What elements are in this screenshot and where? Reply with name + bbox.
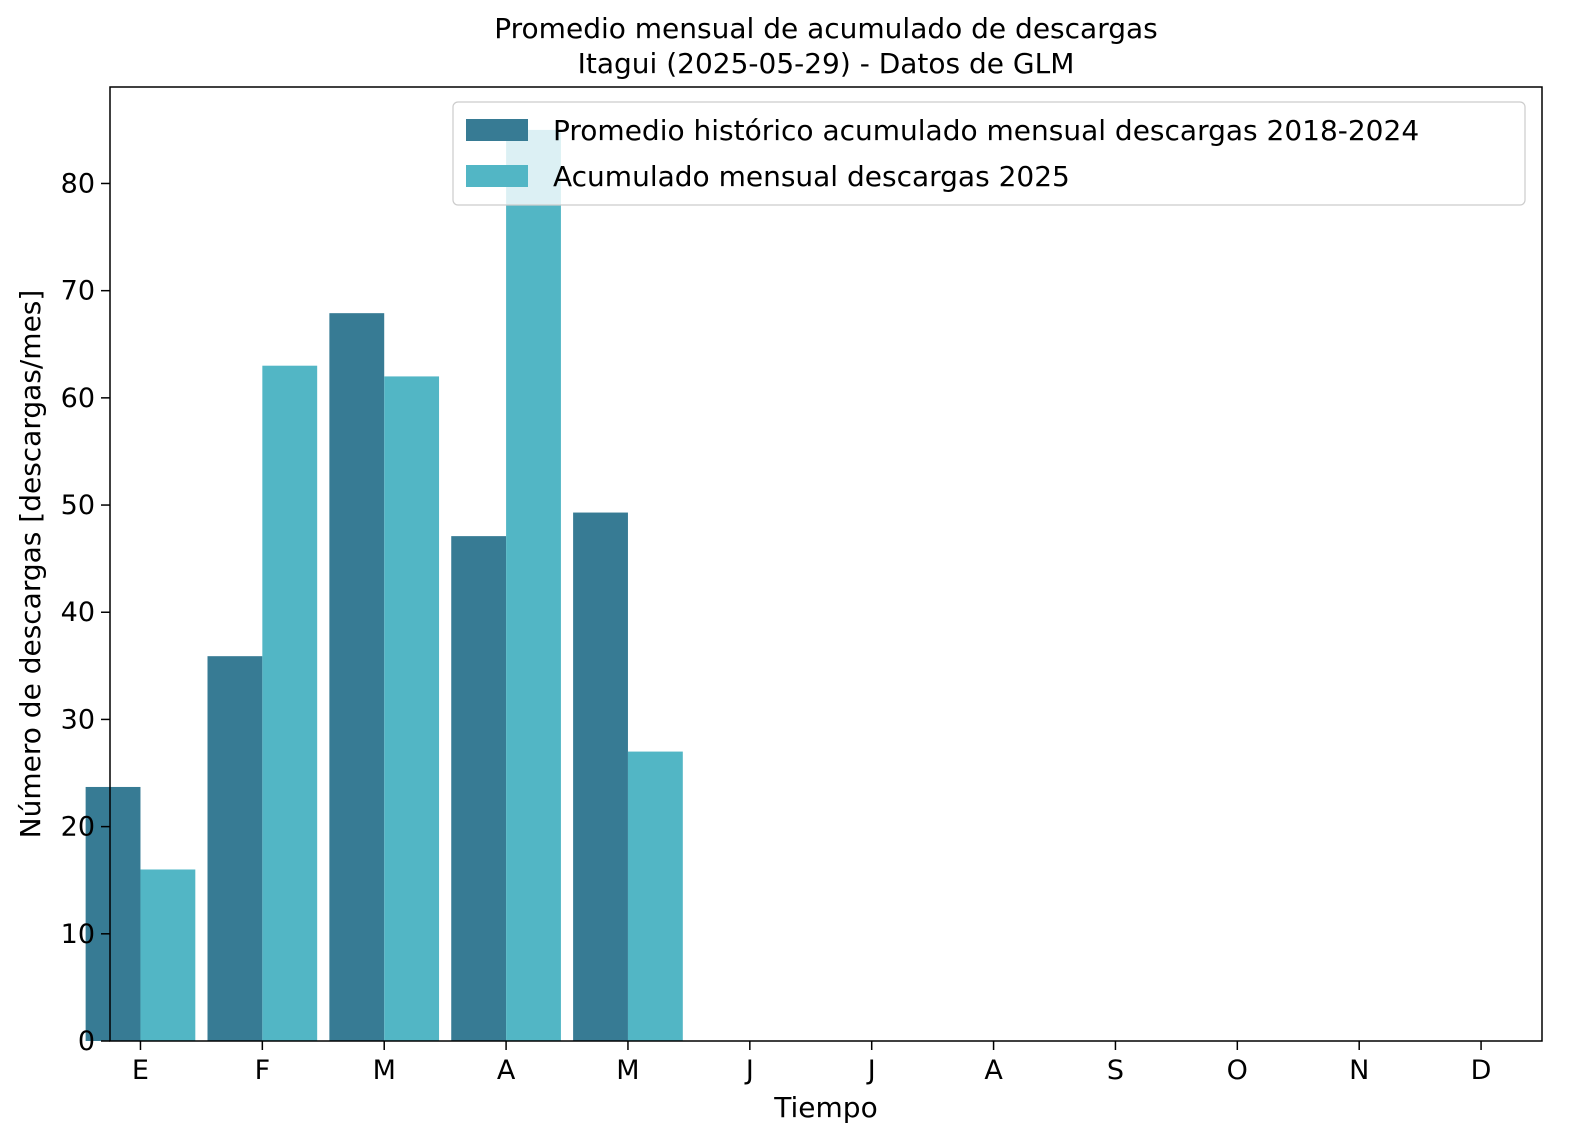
bars-layer (85, 129, 683, 1041)
y-tick-label-60: 60 (61, 383, 95, 414)
bar-2025-3-m (384, 376, 440, 1041)
y-tick-label-0: 0 (78, 1026, 95, 1057)
bar-2025-4-a (506, 129, 561, 1041)
bar-historico-5-m (573, 512, 628, 1041)
legend: Promedio histórico acumulado mensual des… (452, 101, 1526, 206)
y-tick-label-10: 10 (61, 919, 95, 950)
x-tick-label-6-j: J (744, 1055, 754, 1086)
plot-frame (109, 86, 1543, 1042)
y-tick-label-80: 80 (61, 168, 95, 199)
y-tick-label-40: 40 (61, 597, 95, 628)
bar-historico-3-m (329, 313, 385, 1041)
y-tick-label-30: 30 (61, 704, 95, 735)
bar-historico-2-f (207, 656, 263, 1041)
x-tick-label-12-d: D (1471, 1055, 1492, 1086)
x-tick-label-9-s: S (1107, 1055, 1124, 1086)
x-tick-label-11-n: N (1349, 1055, 1369, 1086)
bar-2025-5-m (627, 751, 683, 1041)
legend-frame (452, 101, 1526, 206)
y-axis: 0 10 20 30 40 50 60 70 80 (61, 168, 110, 1057)
x-tick-label-5-m: M (616, 1055, 639, 1086)
y-tick-label-50: 50 (61, 490, 95, 521)
chart-subtitle: Itagui (2025-05-29) - Datos de GLM (578, 47, 1075, 80)
chart-title: Promedio mensual de acumulado de descarg… (494, 12, 1157, 45)
bar-2025-1-e (140, 869, 196, 1041)
x-tick-label-4-a: A (497, 1055, 516, 1086)
legend-label-historico: Promedio histórico acumulado mensual des… (553, 114, 1419, 147)
x-tick-label-2-f: F (255, 1055, 271, 1086)
x-tick-label-10-o: O (1227, 1055, 1248, 1086)
bar-historico-4-a (451, 536, 507, 1041)
legend-swatch-2025 (466, 165, 528, 187)
x-tick-label-1-e: E (132, 1055, 149, 1086)
legend-swatch-historico (466, 119, 528, 141)
x-tick-label-8-a: A (984, 1055, 1003, 1086)
x-tick-label-3-m: M (373, 1055, 396, 1086)
bar-2025-2-f (262, 365, 318, 1041)
y-axis-label: Número de descargas [descargas/mes] (14, 290, 47, 839)
bar-historico-1-e (85, 786, 141, 1041)
x-tick-label-7-j: J (866, 1055, 876, 1086)
y-tick-label-20: 20 (61, 812, 95, 843)
y-tick-label-70: 70 (61, 276, 95, 307)
legend-label-2025: Acumulado mensual descargas 2025 (553, 160, 1070, 193)
x-axis-label: Tiempo (773, 1091, 877, 1124)
